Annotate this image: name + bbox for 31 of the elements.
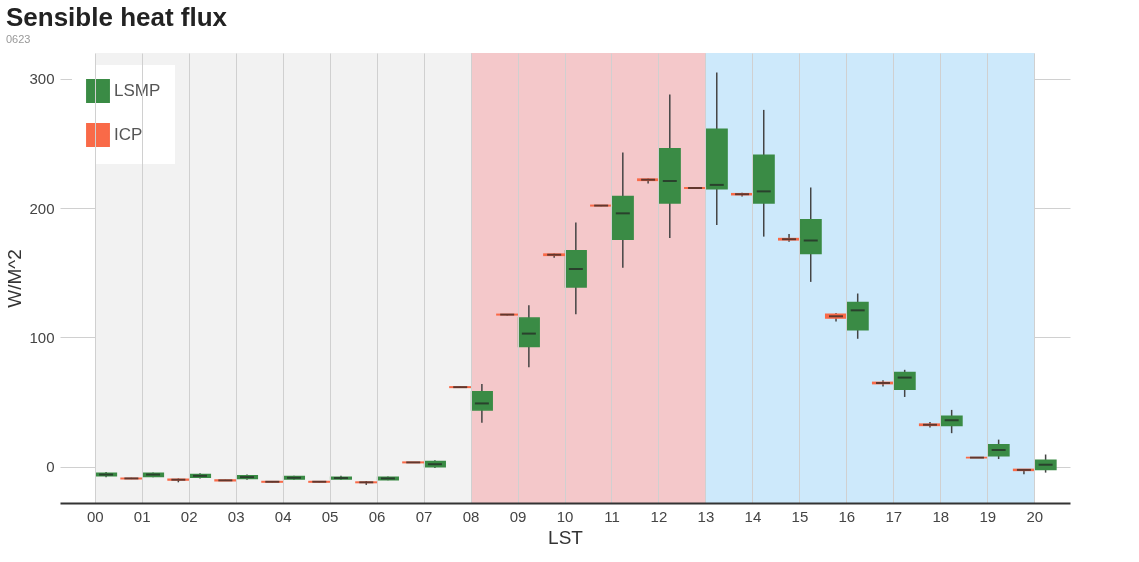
x-tick-label: 02 bbox=[180, 507, 198, 525]
x-tick-label: 07 bbox=[415, 507, 433, 525]
x-tick-label: 13 bbox=[697, 507, 715, 525]
x-tick-label: 10 bbox=[556, 507, 574, 525]
x-tick-label: 19 bbox=[979, 507, 997, 525]
x-tick-label: 00 bbox=[86, 507, 104, 525]
x-tick-label: 06 bbox=[368, 507, 386, 525]
x-tick-label: 12 bbox=[650, 507, 668, 525]
chart-subtitle: 0623 bbox=[5, 33, 31, 45]
x-tick-label: 04 bbox=[274, 507, 292, 525]
x-tick-label: 09 bbox=[509, 507, 527, 525]
legend-label: LSMP bbox=[114, 81, 161, 100]
x-tick-label: 15 bbox=[791, 507, 809, 525]
x-tick-label: 05 bbox=[321, 507, 339, 525]
x-tick-label: 01 bbox=[133, 507, 151, 525]
x-tick-label: 11 bbox=[604, 507, 620, 525]
y-tick-label: 0 bbox=[46, 458, 55, 476]
x-axis-title: LST bbox=[548, 526, 584, 548]
x-tick-label: 20 bbox=[1026, 507, 1044, 525]
chart-title: Sensible heat flux bbox=[5, 2, 228, 32]
y-tick-label: 200 bbox=[29, 199, 55, 217]
y-tick-label: 100 bbox=[29, 328, 55, 346]
x-tick-label: 18 bbox=[932, 507, 950, 525]
x-tick-label: 16 bbox=[838, 507, 856, 525]
x-tick-label: 03 bbox=[227, 507, 245, 525]
legend-label: ICP bbox=[114, 125, 143, 144]
y-tick-label: 300 bbox=[29, 70, 55, 88]
y-axis-title: W/M^2 bbox=[4, 249, 26, 308]
x-tick-label: 08 bbox=[462, 507, 480, 525]
x-tick-label: 14 bbox=[744, 507, 762, 525]
x-tick-label: 17 bbox=[885, 507, 903, 525]
